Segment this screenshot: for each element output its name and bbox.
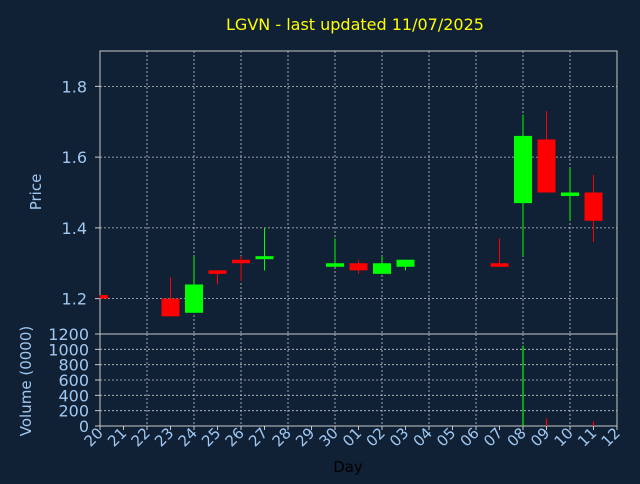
candle-body-09 [537,139,556,193]
candle-body-30 [326,263,344,267]
volume-tick-label: 600 [58,371,89,390]
volume-tick-label: 800 [58,356,89,375]
candle-body-25 [208,270,227,274]
chart-title: LGVN - last updated 11/07/2025 [226,15,484,34]
volume-tick-label: 200 [58,402,89,421]
candle-body-11 [584,192,603,221]
candle-body-24 [185,284,203,313]
volume-tick-label: 400 [58,386,89,405]
price-axis-label: Price [27,174,45,211]
candle-body-10 [561,192,579,197]
price-panel: 1.2 1.4 1.6 1.8 [62,50,618,335]
volume-tick-label: 1200 [48,325,89,344]
candle-body-08 [514,135,532,204]
price-tick-label: 1.2 [62,290,87,309]
candle-body-01 [349,263,368,271]
price-tick-label: 1.8 [62,77,87,96]
volume-tick-label: 0 [79,417,89,436]
price-tick-label: 1.4 [62,219,87,238]
candle-body-23 [161,298,180,317]
volume-tick-label: 1000 [48,340,89,359]
candle-body-07 [490,263,509,267]
candle-body-27 [255,256,274,260]
volume-axis-label: Volume (0000) [17,326,35,436]
x-axis-label: Day [333,458,363,476]
candle-body-02 [373,263,391,274]
price-tick-label: 1.6 [62,148,87,167]
candle-body-20 [100,295,108,299]
candle-body-26 [232,259,250,264]
x-tick-labels: 2021222324252627282930010203040506070809… [81,424,624,450]
candle-body-03 [396,259,415,267]
